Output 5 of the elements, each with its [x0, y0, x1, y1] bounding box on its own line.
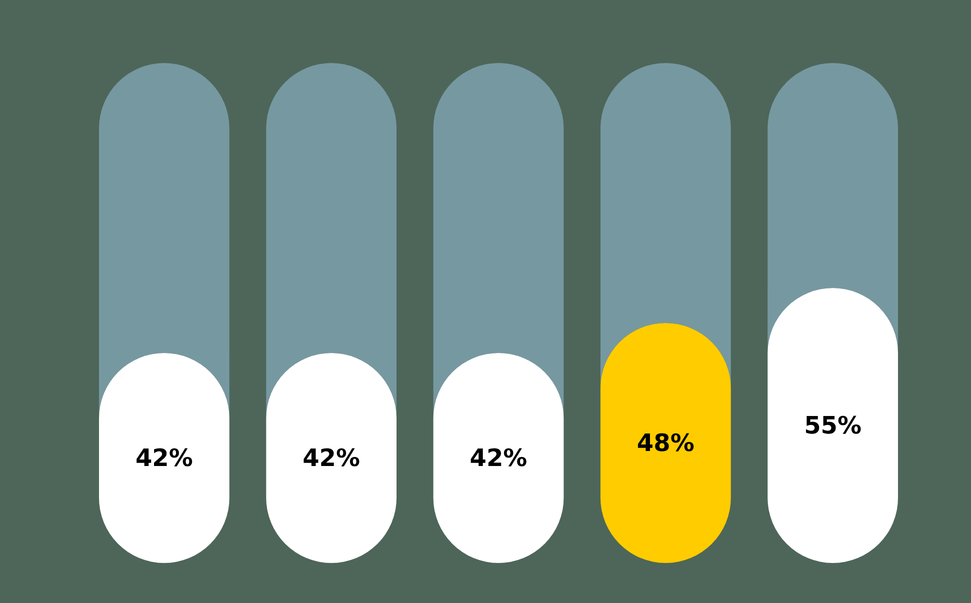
data-label: 55%	[804, 412, 862, 440]
data-label: 42%	[302, 444, 360, 472]
data-label: 42%	[470, 444, 528, 472]
data-label: 42%	[135, 444, 193, 472]
data-label: 48%	[636, 429, 694, 457]
